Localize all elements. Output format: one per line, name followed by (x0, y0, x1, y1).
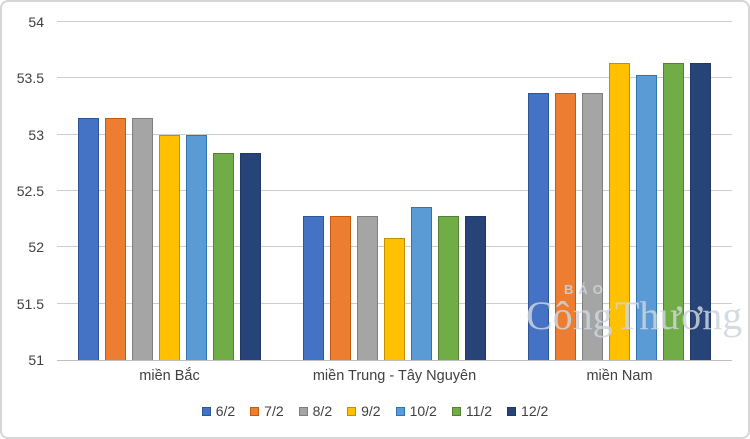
legend-label: 6/2 (215, 403, 236, 419)
bar-9-2-cat2 (609, 62, 630, 360)
bar-9-2-cat0 (159, 134, 180, 360)
bar-7-2-cat0 (105, 117, 126, 360)
y-tick-label-54: 54 (28, 14, 44, 30)
bar-6-2-cat2 (528, 92, 549, 360)
bar-12-2-cat2 (690, 62, 711, 360)
gridline-y-53 (57, 133, 732, 135)
legend-item-10-2: 10/2 (395, 403, 437, 419)
bar-12-2-cat1 (465, 215, 486, 360)
gridline-y-54 (57, 21, 732, 22)
legend-item-6-2: 6/2 (201, 403, 236, 419)
legend-swatch-icon (347, 406, 357, 416)
bar-10-2-cat0 (186, 134, 207, 360)
bar-11-2-cat2 (663, 62, 684, 360)
legend-item-7-2: 7/2 (250, 403, 284, 419)
gridline-y-52.5 (57, 190, 732, 191)
bar-6-2-cat1 (303, 215, 324, 360)
y-tick-label-51.5: 51.5 (16, 295, 44, 312)
chart-legend: 6/2 7/2 8/2 9/2 10/2 11/2 12/2 (2, 403, 748, 419)
bar-10-2-cat1 (411, 206, 432, 360)
legend-label: 12/2 (521, 403, 549, 419)
y-tick-label-52.5: 52.5 (16, 183, 44, 199)
y-tick-label-53: 53 (28, 126, 44, 143)
y-tick-label-53.5: 53.5 (16, 70, 44, 87)
bar-9-2-cat1 (384, 238, 405, 360)
bar-7-2-cat2 (555, 92, 576, 360)
legend-label: 9/2 (361, 403, 381, 419)
bar-8-2-cat0 (132, 117, 153, 360)
legend-swatch-icon (298, 406, 308, 416)
legend-label: 8/2 (312, 403, 333, 419)
legend-label: 11/2 (465, 403, 493, 419)
legend-item-11-2: 11/2 (451, 403, 493, 419)
bar-8-2-cat2 (582, 92, 603, 360)
legend-label: 7/2 (264, 403, 284, 419)
legend-swatch-icon (201, 406, 211, 416)
legend-swatch-icon (451, 406, 461, 416)
bar-12-2-cat0 (240, 152, 261, 360)
bar-11-2-cat1 (438, 215, 459, 360)
legend-swatch-icon (250, 406, 260, 416)
legend-item-8-2: 8/2 (298, 403, 333, 419)
bar-6-2-cat0 (78, 117, 99, 360)
plot-area (57, 21, 732, 361)
legend-item-12-2: 12/2 (507, 403, 548, 419)
y-tick-label-52: 52 (28, 239, 44, 256)
gridline-y-53.5 (57, 77, 732, 79)
x-category-label-1: miền Trung - Tây Nguyên (312, 368, 477, 384)
legend-item-9-2: 9/2 (347, 403, 381, 419)
legend-swatch-icon (395, 406, 405, 416)
bar-11-2-cat0 (213, 152, 234, 360)
bar-8-2-cat1 (357, 215, 378, 360)
x-category-label-0: miền Bắc (139, 368, 200, 384)
x-category-label-2: miền Nam (586, 368, 653, 384)
bar-7-2-cat1 (330, 215, 351, 360)
y-tick-label-51: 51 (28, 352, 44, 368)
legend-swatch-icon (507, 406, 517, 416)
bar-10-2-cat2 (636, 74, 657, 360)
legend-label: 10/2 (409, 403, 437, 419)
